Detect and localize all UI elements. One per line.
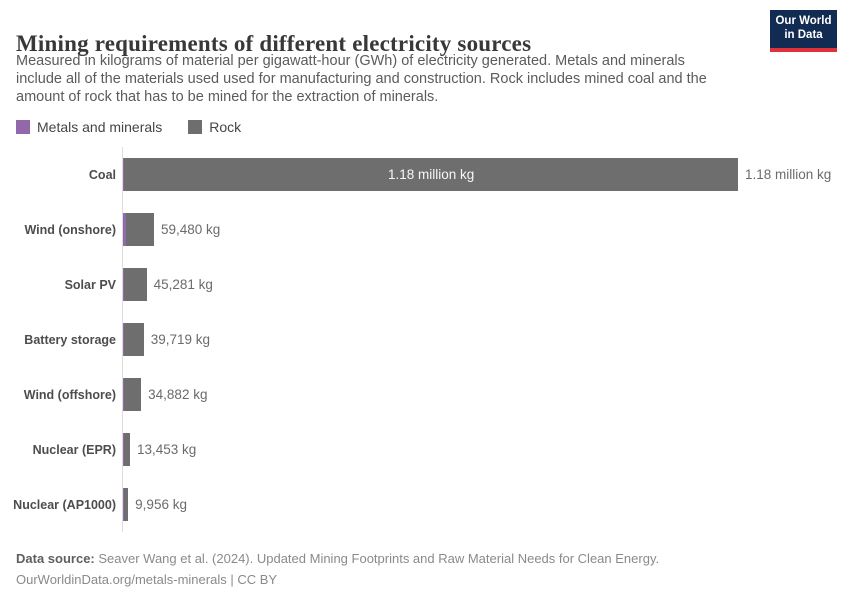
category-label: Wind (onshore) [24, 222, 116, 237]
owid-logo[interactable]: Our World in Data [770, 10, 837, 52]
bar-segment-metals-and-minerals[interactable] [123, 213, 126, 246]
category-label: Battery storage [24, 332, 116, 347]
legend-label: Rock [209, 119, 242, 135]
bar-segment-rock[interactable] [124, 378, 142, 411]
value-label: 1.18 million kg [744, 167, 832, 182]
plot-area: 45,281 kg [122, 257, 844, 312]
bar-segment-metals-and-minerals[interactable] [123, 433, 124, 466]
owid-logo-line2: in Data [784, 28, 823, 41]
data-source-label: Data source: [16, 551, 95, 566]
bar-coal[interactable]: 1.18 million kg [123, 158, 738, 191]
value-label: 39,719 kg [150, 332, 210, 347]
chart-footer: Data source: Seaver Wang et al. (2024). … [16, 548, 836, 590]
category-label: Coal [88, 167, 116, 182]
subtitle-line: Measured in kilograms of material per gi… [16, 53, 685, 69]
plot-area: 13,453 kg [122, 422, 844, 477]
chart-row: Coal 1.18 million kg 1.18 million kg [6, 147, 844, 202]
chart-row: Solar PV 45,281 kg [6, 257, 844, 312]
data-source-line: Data source: Seaver Wang et al. (2024). … [16, 548, 836, 569]
bar-nuclear-ap1000[interactable] [123, 488, 129, 521]
bar-segment-rock[interactable] [123, 433, 130, 466]
category-label: Nuclear (AP1000) [13, 497, 116, 512]
page-title: Mining requirements of different electri… [16, 31, 532, 57]
bar-segment-rock[interactable] [123, 488, 129, 521]
plot-area: 9,956 kg [122, 477, 844, 532]
chart-row: Nuclear (EPR) 13,453 kg [6, 422, 844, 477]
legend-item[interactable]: Rock [188, 119, 241, 135]
owid-logo-line1: Our World [775, 15, 832, 27]
bar-segment-rock[interactable] [124, 323, 144, 356]
bar-wind-offshore[interactable] [123, 378, 142, 411]
value-label: 59,480 kg [160, 222, 221, 237]
bar-segment-metals-and-minerals[interactable] [123, 323, 125, 356]
bar-wind-onshore[interactable] [123, 213, 154, 246]
plot-area: 39,719 kg [122, 312, 844, 367]
bar-segment-metals-and-minerals[interactable] [123, 158, 125, 191]
legend-label: Metals and minerals [37, 119, 163, 135]
chart-row: Battery storage 39,719 kg [6, 312, 844, 367]
value-label: 9,956 kg [135, 497, 187, 512]
bar-inside-value-label: 1.18 million kg [387, 167, 475, 182]
bar-segment-metals-and-minerals[interactable] [123, 268, 125, 301]
legend-item[interactable]: Metals and minerals [16, 119, 162, 135]
subtitle-line: amount of rock that has to be mined for … [16, 89, 439, 105]
chart-row: Wind (onshore) 59,480 kg [6, 202, 844, 257]
bar-segment-metals-and-minerals[interactable] [123, 488, 124, 521]
chart-row: Wind (offshore) 34,882 kg [6, 367, 844, 422]
bar-segment-rock[interactable] [124, 268, 147, 301]
category-label: Wind (offshore) [23, 387, 116, 402]
category-label: Nuclear (EPR) [32, 442, 116, 457]
bar-segment-rock[interactable]: 1.18 million kg [124, 158, 738, 191]
legend-swatch [16, 120, 30, 134]
chart-legend: Metals and minerals Rock [16, 119, 241, 135]
plot-area: 1.18 million kg 1.18 million kg [122, 147, 844, 202]
value-label: 34,882 kg [148, 387, 208, 402]
value-label: 45,281 kg [153, 277, 213, 292]
data-source-text: Seaver Wang et al. (2024). Updated Minin… [94, 551, 660, 566]
bar-solar-pv[interactable] [123, 268, 147, 301]
chart-row: Nuclear (AP1000) 9,956 kg [6, 477, 844, 532]
plot-area: 59,480 kg [122, 202, 844, 257]
footer-link[interactable]: OurWorldinData.org/metals-minerals | CC … [16, 572, 278, 587]
subtitle-line: include all of the materials used used f… [16, 71, 707, 87]
category-label: Solar PV [64, 277, 116, 292]
bar-segment-rock[interactable] [125, 213, 154, 246]
bar-segment-metals-and-minerals[interactable] [123, 378, 125, 411]
plot-area: 34,882 kg [122, 367, 844, 422]
chart-subtitle: Measured in kilograms of material per gi… [16, 52, 746, 106]
value-label: 13,453 kg [136, 442, 197, 457]
bar-chart: Coal 1.18 million kg 1.18 million kg Wind (… [6, 147, 844, 532]
legend-swatch [188, 120, 203, 134]
bar-nuclear-epr[interactable] [123, 433, 130, 466]
bar-battery-storage[interactable] [123, 323, 144, 356]
